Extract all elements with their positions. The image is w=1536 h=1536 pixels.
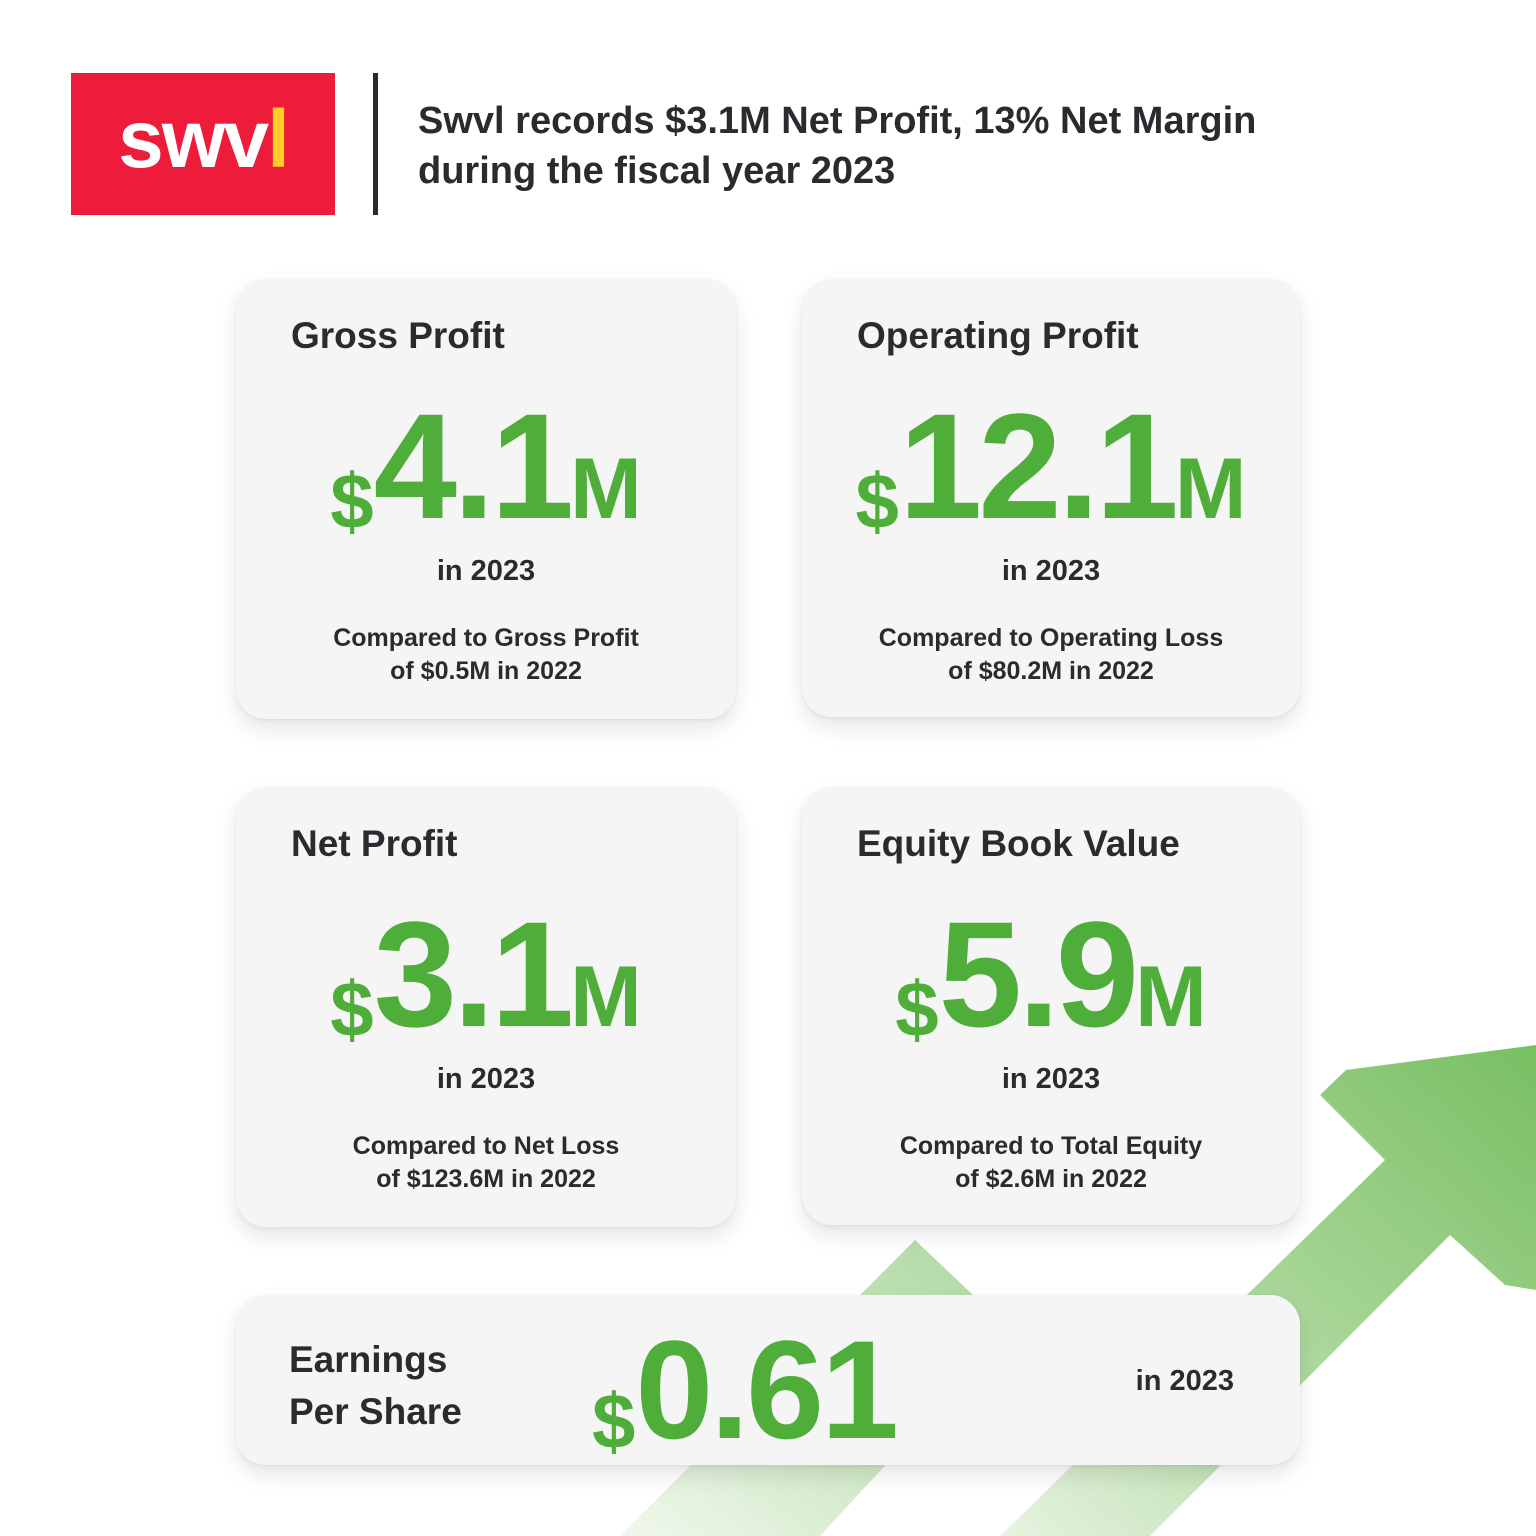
- metric-year: in 2023: [1001, 1063, 1101, 1095]
- header-divider: [373, 73, 378, 215]
- metric-value: $0.61: [592, 1320, 899, 1461]
- metric-number: 3.1: [373, 890, 575, 1058]
- card-title: Operating Profit: [857, 315, 1139, 356]
- card-title: Equity Book Value: [857, 823, 1180, 864]
- metric-number: 4.1: [373, 382, 575, 550]
- metric-unit: M: [1135, 949, 1207, 1045]
- headline-line-2: during the fiscal year 2023: [418, 150, 896, 192]
- currency-symbol: $: [330, 457, 374, 545]
- comparison-text: Compared to Operating Loss of $80.2M in …: [802, 622, 1300, 688]
- card-gross-profit: Gross Profit $4.1M in 2023 Compared to G…: [236, 279, 736, 719]
- metric-year: in 2023: [436, 1063, 536, 1095]
- comparison-line-2: of $123.6M in 2022: [376, 1165, 596, 1193]
- swvl-logo: swvl: [71, 73, 335, 215]
- card-title: Earnings Per Share: [289, 1334, 462, 1438]
- card-equity-book-value: Equity Book Value $5.9M in 2023 Compared…: [802, 787, 1300, 1225]
- metric-value: $5.9M: [802, 899, 1300, 1049]
- metric-unit: M: [570, 441, 642, 537]
- metric-number: 5.9: [938, 890, 1140, 1058]
- metric-year: in 2023: [436, 555, 536, 587]
- page-title: Swvl records $3.1M Net Profit, 13% Net M…: [418, 96, 1418, 196]
- comparison-line-1: Compared to Gross Profit: [333, 624, 639, 652]
- comparison-text: Compared to Net Loss of $123.6M in 2022: [236, 1130, 736, 1196]
- currency-symbol: $: [895, 965, 939, 1053]
- metric-number: 12.1: [898, 382, 1179, 550]
- comparison-line-1: Compared to Operating Loss: [878, 624, 1224, 652]
- metric-value: $3.1M: [236, 899, 736, 1049]
- currency-symbol: $: [592, 1377, 636, 1465]
- comparison-line-2: of $2.6M in 2022: [955, 1165, 1147, 1193]
- metric-year: in 2023: [1135, 1365, 1234, 1397]
- headline-line-1: Swvl records $3.1M Net Profit, 13% Net M…: [418, 100, 1257, 142]
- eps-title-line-1: Earnings: [289, 1339, 448, 1380]
- card-title: Gross Profit: [291, 315, 505, 356]
- comparison-line-2: of $80.2M in 2022: [948, 657, 1154, 685]
- comparison-line-1: Compared to Total Equity: [899, 1132, 1203, 1160]
- logo-wordmark: swvl: [118, 94, 290, 185]
- card-title: Net Profit: [291, 823, 458, 864]
- card-earnings-per-share: Earnings Per Share $0.61 in 2023: [236, 1295, 1300, 1465]
- metric-unit: M: [570, 949, 642, 1045]
- comparison-line-2: of $0.5M in 2022: [390, 657, 582, 685]
- metric-value: $4.1M: [236, 391, 736, 541]
- metric-value: $12.1M: [802, 391, 1300, 541]
- comparison-text: Compared to Total Equity of $2.6M in 202…: [802, 1130, 1300, 1196]
- metric-year: in 2023: [1001, 555, 1101, 587]
- currency-symbol: $: [855, 457, 899, 545]
- comparison-text: Compared to Gross Profit of $0.5M in 202…: [236, 622, 736, 688]
- card-operating-profit: Operating Profit $12.1M in 2023 Compared…: [802, 279, 1300, 717]
- currency-symbol: $: [330, 965, 374, 1053]
- eps-title-line-2: Per Share: [289, 1391, 462, 1432]
- comparison-line-1: Compared to Net Loss: [352, 1132, 620, 1160]
- card-net-profit: Net Profit $3.1M in 2023 Compared to Net…: [236, 787, 736, 1227]
- metric-number: 0.61: [635, 1311, 898, 1468]
- metric-unit: M: [1174, 441, 1247, 537]
